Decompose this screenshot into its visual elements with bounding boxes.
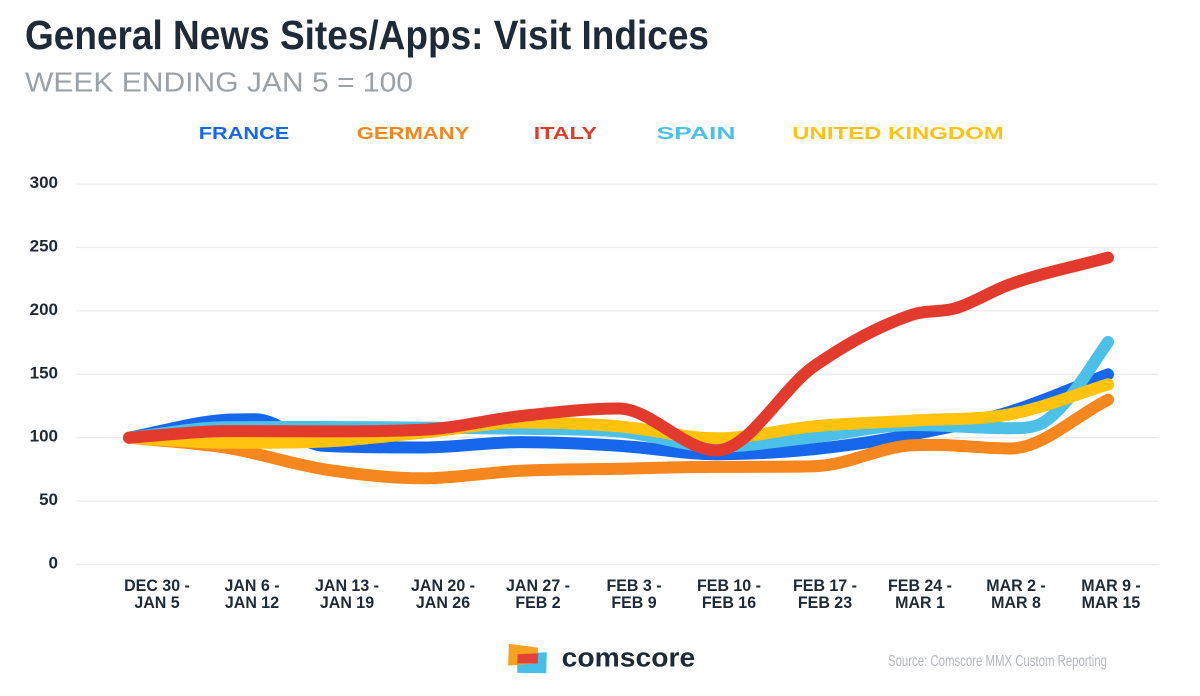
- svg-text:300: 300: [30, 173, 58, 192]
- svg-text:Source: Comscore MMX Custom Re: Source: Comscore MMX Custom Reporting: [888, 653, 1107, 670]
- svg-text:200: 200: [30, 300, 58, 319]
- svg-text:WEEK ENDING JAN 5 = 100: WEEK ENDING JAN 5 = 100: [25, 67, 413, 98]
- svg-text:SPAIN: SPAIN: [657, 123, 736, 143]
- svg-text:comscore: comscore: [562, 643, 696, 673]
- svg-text:50: 50: [39, 490, 58, 509]
- svg-text:0: 0: [49, 554, 58, 573]
- svg-text:General News Sites/Apps: Visit: General News Sites/Apps: Visit Indices: [25, 12, 709, 58]
- svg-text:250: 250: [30, 237, 58, 256]
- svg-text:FRANCE: FRANCE: [199, 123, 290, 143]
- svg-text:100: 100: [30, 427, 58, 446]
- svg-text:ITALY: ITALY: [534, 123, 597, 143]
- svg-text:UNITED KINGDOM: UNITED KINGDOM: [792, 123, 1004, 143]
- svg-text:GERMANY: GERMANY: [357, 123, 470, 143]
- svg-text:150: 150: [30, 363, 58, 382]
